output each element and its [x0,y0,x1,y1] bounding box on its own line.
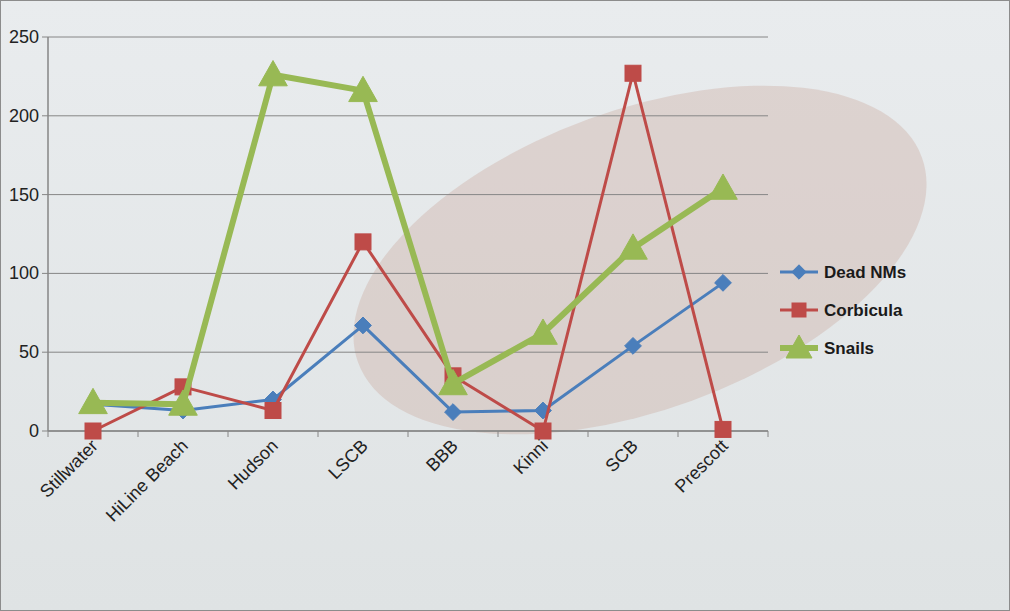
x-tick [408,431,409,437]
data-point [355,234,371,250]
x-tick-label: Hudson [224,436,282,494]
x-tick [228,431,229,437]
x-tick [768,431,769,437]
x-tick [138,431,139,437]
x-tick-label: Prescott [671,436,732,497]
grid-line [48,37,768,38]
grid-line [48,194,768,195]
data-point [169,390,198,415]
y-tick-label: 100 [9,263,39,283]
x-tick [318,431,319,437]
data-point [355,317,372,334]
y-tick [42,352,48,353]
data-point [349,76,378,101]
data-point [619,234,648,259]
chart: 0 50 100 150 200 250 StillwaterHiLine Beach Hud… [0,0,1010,611]
data-point [625,65,641,81]
data-point [259,61,288,86]
data-point [265,403,281,419]
background [1,1,1010,611]
data-point [535,423,551,439]
y-tick-label: 0 [29,421,39,441]
legend-label: Corbicula [824,301,903,320]
plot-marks [79,61,738,439]
y-tick-label: 150 [9,185,39,205]
legend-label: Dead NMs [824,263,906,282]
legend-label: Snails [824,339,874,358]
x-tick-label: HiLine Beach [102,436,192,526]
y-tick [42,194,48,195]
data-point [529,319,558,344]
grid-line [48,352,768,353]
x-tick-label: Kinni [509,436,551,478]
data-point [625,337,642,354]
y-tick-label: 50 [19,342,39,362]
data-point [439,369,468,394]
legend-marker [792,303,806,317]
y-tick [42,273,48,274]
data-point [715,274,732,291]
x-tick-label: SCB [602,436,642,476]
series-line [93,75,723,404]
y-tick-label: 250 [9,27,39,47]
y-axis [47,37,49,431]
y-tick [42,431,48,432]
y-tick [42,115,48,116]
x-tick [678,431,679,437]
x-tick-label: BBB [422,436,462,476]
grid-line [48,115,768,116]
x-tick [498,431,499,437]
data-point [715,421,731,437]
legend-marker [792,265,806,279]
x-tick-label: Stillwater [36,436,102,502]
grid-line [48,273,768,274]
y-tick-label: 200 [9,106,39,126]
y-tick [42,37,48,38]
x-tick-label: LSCB [324,436,371,483]
data-point [445,404,462,421]
data-point [79,388,108,413]
legend-marker [786,335,812,358]
x-tick [48,431,49,437]
x-tick [588,431,589,437]
data-point [709,174,738,199]
data-point [85,423,101,439]
series-line [93,73,723,431]
